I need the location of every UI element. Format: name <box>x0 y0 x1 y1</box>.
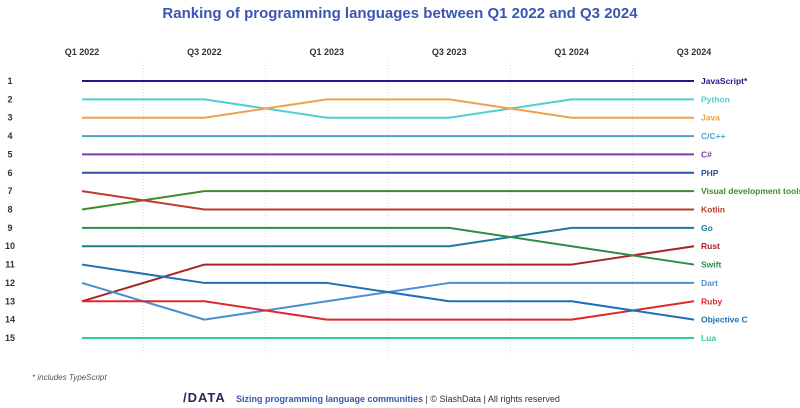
y-tick-label: 9 <box>7 223 12 233</box>
series-label-c-c: C/C++ <box>701 131 726 141</box>
series-line-swift <box>82 226 695 266</box>
series-label-go: Go <box>701 223 713 233</box>
chart-title: Ranking of programming languages between… <box>162 5 638 22</box>
footer: /DATA Sizing programming language commun… <box>183 390 560 405</box>
footer-rest-text: | © SlashData | All rights reserved <box>423 394 560 404</box>
series-label-kotlin: Kotlin <box>701 205 725 215</box>
y-tick-label: 4 <box>7 131 12 141</box>
footer-text: Sizing programming language communities … <box>236 394 560 404</box>
x-tick-label: Q3 2022 <box>187 47 222 57</box>
series-label-objective-c: Objective C <box>701 315 748 325</box>
series-line-python <box>82 98 694 119</box>
footnote: * includes TypeScript <box>32 373 107 382</box>
y-tick-label: 2 <box>7 94 12 104</box>
x-axis-labels: Q1 2022 Q3 2022 Q1 2023 Q3 2023 Q1 2024 Q3 20… <box>65 47 712 57</box>
series-label-python: Python <box>701 94 730 104</box>
y-tick-label: 1 <box>7 76 12 86</box>
series-label-rust: Rust <box>701 241 720 251</box>
series-line-kotlin <box>81 190 694 211</box>
slashdata-logo: /DATA <box>183 390 226 405</box>
series-lines <box>81 80 695 339</box>
series-line-java <box>82 98 694 119</box>
y-tick-label: 7 <box>7 186 12 196</box>
y-tick-label: 14 <box>5 315 15 325</box>
series-line-visual-development-tools <box>81 190 694 211</box>
series-line-go <box>82 226 694 248</box>
series-line-ruby <box>82 300 695 321</box>
y-tick-label: 8 <box>7 205 12 215</box>
series-line-rust <box>81 245 695 303</box>
y-tick-label: 6 <box>7 168 12 178</box>
series-line-objective-c <box>81 263 695 321</box>
y-tick-label: 5 <box>7 149 12 159</box>
series-label-c: C# <box>701 149 712 159</box>
series-label-java: Java <box>701 113 720 123</box>
x-tick-label: Q3 2024 <box>677 47 712 57</box>
y-tick-label: 10 <box>5 241 15 251</box>
series-label-php: PHP <box>701 168 719 178</box>
y-tick-label: 15 <box>5 333 15 343</box>
y-tick-label: 3 <box>7 113 12 123</box>
series-label-ruby: Ruby <box>701 296 723 306</box>
series-label-visual-development-tools: Visual development tools <box>701 186 800 196</box>
series-label-lua: Lua <box>701 333 716 343</box>
x-tick-label: Q3 2023 <box>432 47 467 57</box>
footer-bold-text: Sizing programming language communities <box>236 394 423 404</box>
series-label-swift: Swift <box>701 260 721 270</box>
x-tick-label: Q1 2023 <box>310 47 345 57</box>
y-tick-label: 13 <box>5 296 15 306</box>
series-label-javascript: JavaScript* <box>701 76 748 86</box>
series-label-dart: Dart <box>701 278 718 288</box>
x-tick-label: Q1 2022 <box>65 47 100 57</box>
x-tick-label: Q1 2024 <box>554 47 589 57</box>
y-tick-label: 11 <box>5 260 15 270</box>
legend-labels: JavaScript* Python Java C/C++ C# PHP Visual de… <box>701 76 800 343</box>
y-tick-label: 12 <box>5 278 15 288</box>
